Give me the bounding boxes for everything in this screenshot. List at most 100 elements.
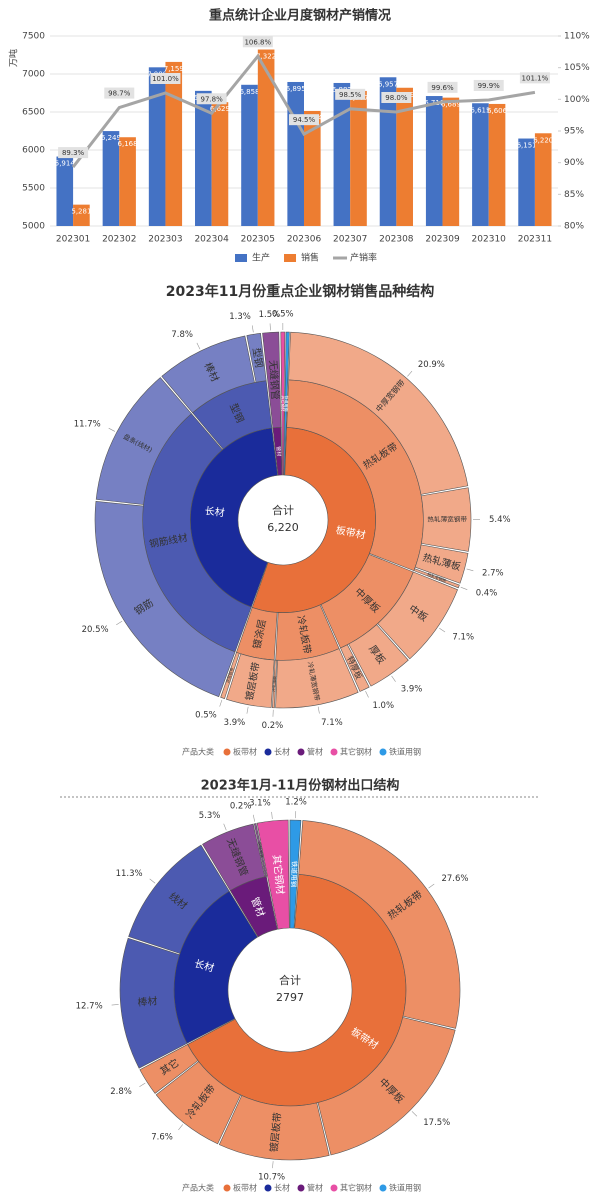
sunburst-segment <box>202 823 266 891</box>
legend-label: 其它钢材 <box>340 1183 372 1193</box>
segment-label: 其它钢材 <box>281 395 287 411</box>
segment-label: 其它钢材 <box>270 854 287 895</box>
leader-line <box>178 1124 184 1131</box>
leader-line <box>223 823 227 831</box>
line-value-label: 97.8% <box>201 95 224 103</box>
segment-value-label: 3.1% <box>249 798 271 808</box>
bar <box>56 156 74 226</box>
x-tick-label: 202305 <box>241 235 275 245</box>
center-label: 合计 <box>279 973 301 987</box>
segment-value-label: 1.3% <box>229 312 251 322</box>
legend-swatch <box>223 748 231 756</box>
leader-line <box>439 627 446 633</box>
segment-label: 冷轧薄板 <box>270 676 277 692</box>
leader-line <box>391 675 396 682</box>
leader-line <box>365 691 369 698</box>
bar <box>442 97 460 226</box>
line-label-box <box>519 72 550 84</box>
legend-swatch <box>379 748 387 756</box>
segment-value-label: 5.3% <box>199 811 221 821</box>
segment-value-label: 5.4% <box>489 515 511 525</box>
segment-value-label: 7.8% <box>171 330 193 340</box>
legend-label: 板带材 <box>233 747 257 757</box>
y-axis-title: 万吨 <box>8 49 20 67</box>
segment-label: 镀层板带 <box>267 1112 284 1153</box>
bar <box>73 204 90 226</box>
legend-swatch <box>284 254 297 262</box>
line-value-label: 101.1% <box>522 74 549 82</box>
legend-swatch <box>264 748 272 756</box>
segment-label: 型钢 <box>250 347 266 369</box>
sunburst-segment <box>161 335 255 414</box>
line-value-label: 98.7% <box>108 90 131 98</box>
leader-line <box>272 1161 274 1169</box>
bar <box>396 87 413 226</box>
center-value: 2797 <box>276 991 304 1004</box>
leader-line <box>149 878 156 884</box>
y2-tick-label: 80% <box>564 222 584 232</box>
leader-line <box>460 586 468 590</box>
bar <box>287 81 304 226</box>
x-tick-label: 202308 <box>379 235 414 245</box>
sunburst-segment <box>275 648 359 709</box>
segment-label: 铁道用钢 <box>289 861 299 888</box>
legend-label: 长材 <box>274 1183 290 1193</box>
segment-label: 热轧薄宽钢带 <box>427 515 467 524</box>
bar <box>211 102 229 226</box>
line-value-label: 94.5% <box>293 116 316 124</box>
line-value-label: 98.5% <box>339 91 362 99</box>
bar <box>119 137 136 226</box>
line-value-label: 99.9% <box>478 82 501 90</box>
segment-value-label: 0.2% <box>230 801 252 811</box>
line-label-box <box>58 147 89 159</box>
bar <box>241 84 258 227</box>
legend-swatch <box>297 748 305 756</box>
x-tick-label: 202301 <box>56 235 90 245</box>
bar <box>257 49 275 226</box>
sunburst-segment <box>256 819 290 930</box>
leader-line <box>428 883 435 889</box>
legend-swatch <box>264 1184 272 1192</box>
leader-line <box>116 620 123 626</box>
y-tick-label: 5500 <box>22 184 45 194</box>
leader-line <box>407 370 413 377</box>
legend-label: 铁道用钢 <box>389 747 421 757</box>
sunburst-segment <box>262 331 282 429</box>
sunburst-segment <box>94 500 236 698</box>
segment-label: 管材 <box>275 446 283 456</box>
segment-value-label: 7.1% <box>321 718 343 728</box>
segment-label: 棒材 <box>137 994 158 1009</box>
line-label-box <box>150 73 181 84</box>
legend-label: 长材 <box>274 747 290 757</box>
line-label-box <box>104 87 135 99</box>
legend-label: 销售 <box>301 252 319 264</box>
legend-swatch <box>330 1184 338 1192</box>
bar-value-label: 6,629 <box>210 105 230 113</box>
sunburst-segment <box>283 331 290 476</box>
legend-label: 生产 <box>252 252 270 264</box>
segment-value-label: 7.1% <box>452 633 474 643</box>
bar-value-label: 6,615 <box>470 106 490 114</box>
y2-tick-label: 105% <box>564 63 590 73</box>
leader-line <box>317 706 320 714</box>
legend-label: 产销率 <box>350 252 377 264</box>
center-total <box>239 476 327 564</box>
sunburst-segment <box>119 937 188 1069</box>
x-tick-label: 202310 <box>472 235 507 245</box>
segment-value-label: 27.6% <box>441 874 468 884</box>
segment-value-label: 2.7% <box>482 569 504 579</box>
line-label-box <box>335 88 366 100</box>
sunburst-segment <box>139 1044 199 1094</box>
bar <box>472 103 489 226</box>
segment-value-label: 12.7% <box>76 1001 103 1011</box>
leader-line <box>108 427 116 432</box>
segment-value-label: 1.5% <box>259 310 281 320</box>
bar-value-label: 6,168 <box>118 140 138 148</box>
legend-label: 管材 <box>307 1183 323 1193</box>
leader-line <box>219 699 223 707</box>
y-tick-label: 7500 <box>22 32 45 42</box>
leader-line <box>246 706 249 714</box>
y-tick-label: 6000 <box>22 146 45 156</box>
legend-title: 产品大类 <box>182 1183 214 1193</box>
segment-value-label: 1.0% <box>372 701 394 711</box>
